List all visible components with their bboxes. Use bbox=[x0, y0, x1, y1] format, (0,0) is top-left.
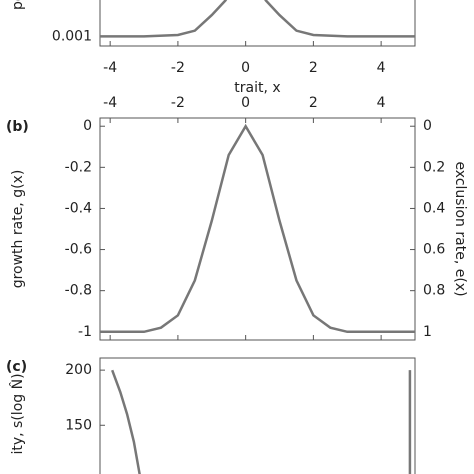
y2-tick-label: 0.4 bbox=[423, 200, 445, 216]
plot-frame bbox=[99, 357, 416, 474]
data-line bbox=[111, 369, 141, 474]
y-axis-label: growth rate, g(x) bbox=[10, 170, 26, 289]
panel-label: (c) bbox=[6, 359, 27, 375]
y2-tick-label: 0.8 bbox=[423, 283, 445, 299]
x-tick-label: -4 bbox=[103, 95, 117, 111]
y-tick-label: 200 bbox=[65, 362, 92, 378]
y2-tick-label: 0.6 bbox=[423, 242, 445, 258]
x-tick-label: -4 bbox=[103, 60, 117, 76]
data-line bbox=[100, 0, 415, 38]
y2-tick-label: 0.2 bbox=[423, 159, 445, 175]
plot-frame bbox=[99, 0, 416, 47]
y-tick-label: 0 bbox=[83, 118, 92, 134]
y-tick-label: -0.2 bbox=[65, 159, 92, 175]
x-tick-label: 2 bbox=[309, 95, 318, 111]
x-tick-label: -2 bbox=[171, 95, 185, 111]
plot-frame bbox=[99, 117, 416, 341]
y-tick-label: 0.001 bbox=[52, 28, 92, 44]
x-tick-label: 0 bbox=[241, 95, 250, 111]
y2-tick-label: 0 bbox=[423, 118, 432, 134]
y-tick-label: -0.4 bbox=[65, 200, 92, 216]
x-tick-label: 2 bbox=[309, 60, 318, 76]
x-tick-label: 0 bbox=[241, 60, 250, 76]
x-tick-label: 4 bbox=[377, 95, 386, 111]
y-tick-label: 150 bbox=[65, 417, 92, 433]
y-tick-label: -0.6 bbox=[65, 242, 92, 258]
y-tick-label: -1 bbox=[78, 324, 92, 340]
y2-axis-label: exclusion rate, e(x) bbox=[452, 161, 468, 296]
data-line bbox=[100, 123, 415, 334]
x-tick-label: 4 bbox=[377, 60, 386, 76]
x-axis-label: trait, x bbox=[234, 80, 280, 96]
panel-label: (b) bbox=[6, 119, 29, 135]
y-axis-label: ity, s(log N̂) bbox=[9, 373, 26, 454]
x-tick-label: -2 bbox=[171, 60, 185, 76]
y-tick-label: -0.8 bbox=[65, 283, 92, 299]
y-axis-label: popu bbox=[10, 0, 26, 10]
y2-tick-label: 1 bbox=[423, 324, 432, 340]
